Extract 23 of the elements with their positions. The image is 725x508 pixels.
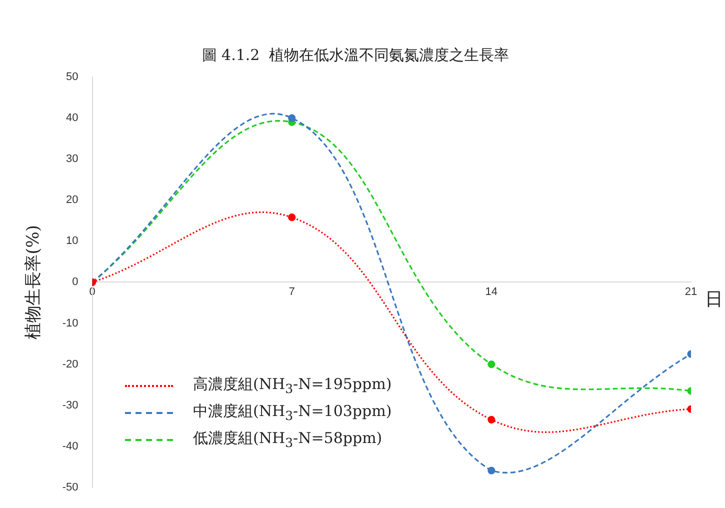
legend-label: 高濃度組(NH$_{3}$-N=195ppm) <box>193 375 392 396</box>
y-tick-label: -40 <box>62 440 78 452</box>
y-tick-label: 30 <box>66 153 78 166</box>
y-tick-label: -50 <box>62 481 78 494</box>
point <box>288 114 296 122</box>
y-tick-label: 50 <box>66 71 78 84</box>
y-tick-label: 20 <box>66 194 78 206</box>
y-axis-title: 植物生長率(%) <box>24 224 44 340</box>
y-tick-label: -10 <box>62 317 78 330</box>
x-tick-label: 14 <box>485 286 498 298</box>
legend-label: 中濃度組(NH$_{3}$-N=103ppm) <box>193 402 392 423</box>
legend-label: 低濃度組(NH$_{3}$-N=58ppm) <box>193 429 382 450</box>
y-tick-label: 0 <box>72 276 78 288</box>
point <box>488 466 496 474</box>
x-tick-label: 21 <box>684 286 698 298</box>
y-tick-label: 40 <box>66 112 78 124</box>
y-tick-label: -30 <box>62 399 78 412</box>
x-axis-title: 日 <box>705 288 723 310</box>
y-tick-label: 10 <box>66 235 78 248</box>
point <box>488 360 496 368</box>
chart-title: 圖 4.1.2 植物在低水溫不同氨氮濃度之生長率 <box>202 46 510 64</box>
x-tick-label: 7 <box>288 286 295 298</box>
y-tick-label: -20 <box>62 358 78 370</box>
